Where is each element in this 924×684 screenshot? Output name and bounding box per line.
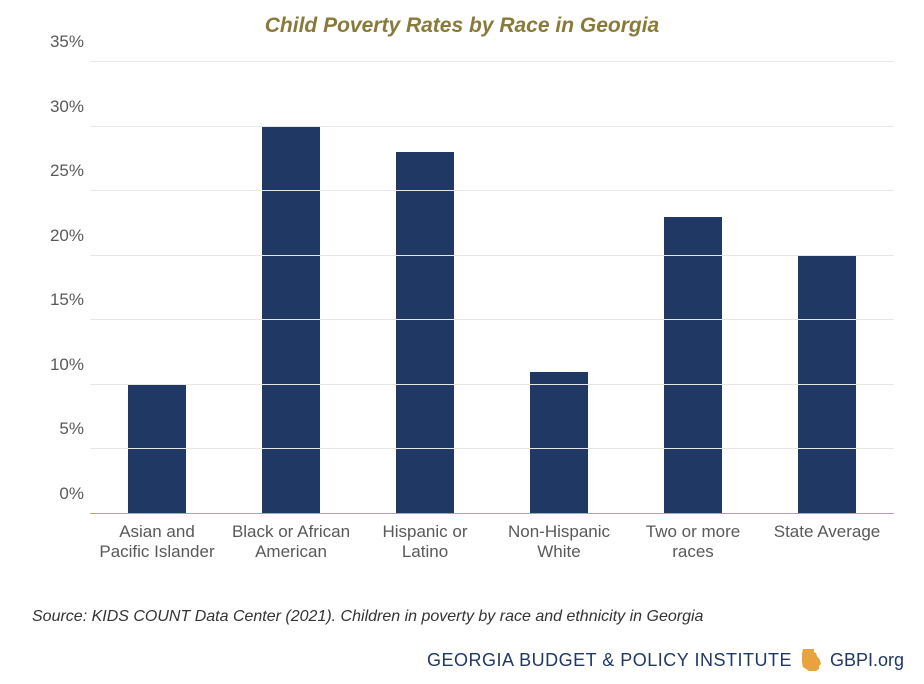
x-axis-baseline: [90, 513, 894, 514]
bars-group: Asian and Pacific IslanderBlack or Afric…: [90, 62, 894, 514]
gridline: [90, 319, 894, 320]
georgia-state-icon: [800, 648, 822, 672]
y-tick-label: 20%: [40, 226, 84, 246]
bar-slot: Hispanic or Latino: [358, 62, 492, 514]
bar-slot: Two or more races: [626, 62, 760, 514]
gridline: [90, 448, 894, 449]
org-name: GEORGIA BUDGET & POLICY INSTITUTE: [427, 650, 792, 671]
y-tick-label: 30%: [40, 97, 84, 117]
bar-slot: State Average: [760, 62, 894, 514]
y-tick-label: 5%: [40, 419, 84, 439]
x-tick-label: State Average: [767, 522, 887, 542]
plot-area: Asian and Pacific IslanderBlack or Afric…: [90, 62, 894, 514]
x-tick-label: Two or more races: [633, 522, 753, 563]
footer: GEORGIA BUDGET & POLICY INSTITUTE GBPI.o…: [427, 648, 904, 672]
x-tick-label: Non-Hispanic White: [499, 522, 619, 563]
gridline: [90, 126, 894, 127]
site-link: GBPI.org: [830, 650, 904, 671]
bar: [396, 152, 454, 514]
bar-slot: Asian and Pacific Islander: [90, 62, 224, 514]
gridline: [90, 255, 894, 256]
bar: [798, 256, 856, 514]
gridline: [90, 190, 894, 191]
chart-title: Child Poverty Rates by Race in Georgia: [0, 0, 924, 38]
y-tick-label: 10%: [40, 355, 84, 375]
y-tick-label: 0%: [40, 484, 84, 504]
bar-slot: Non-Hispanic White: [492, 62, 626, 514]
bar: [664, 217, 722, 514]
x-tick-label: Hispanic or Latino: [365, 522, 485, 563]
gridline: [90, 384, 894, 385]
source-note: Source: KIDS COUNT Data Center (2021). C…: [32, 608, 703, 626]
x-tick-label: Black or African American: [231, 522, 351, 563]
gridline: [90, 61, 894, 62]
chart-container: Asian and Pacific IslanderBlack or Afric…: [32, 54, 902, 584]
x-tick-label: Asian and Pacific Islander: [97, 522, 217, 563]
y-tick-label: 15%: [40, 290, 84, 310]
y-tick-label: 25%: [40, 161, 84, 181]
bar: [530, 372, 588, 514]
bar-slot: Black or African American: [224, 62, 358, 514]
y-tick-label: 35%: [40, 32, 84, 52]
